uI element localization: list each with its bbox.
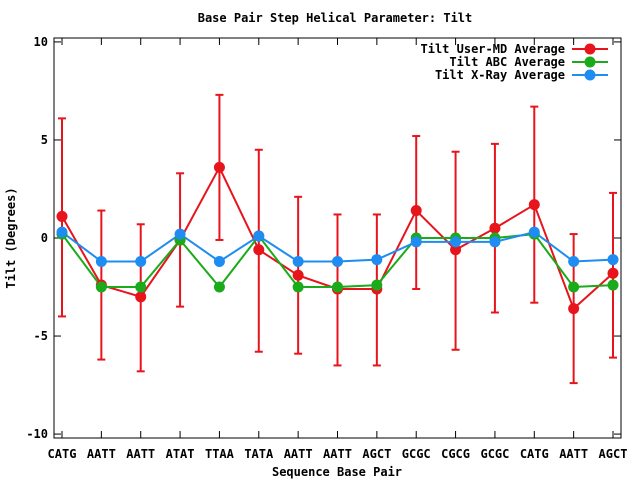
data-point [607, 254, 619, 266]
data-point [568, 303, 580, 315]
x-axis-label: Sequence Base Pair [272, 465, 402, 479]
chart-title: Base Pair Step Helical Parameter: Tilt [198, 11, 473, 25]
data-point [607, 279, 619, 291]
data-point [332, 281, 343, 293]
data-point [332, 256, 343, 268]
data-point [253, 230, 265, 242]
data-point [292, 269, 304, 281]
legend-swatch-marker [584, 56, 596, 68]
y-tick-label: 0 [41, 231, 48, 245]
legend-swatch-marker [584, 69, 596, 81]
data-point [450, 244, 462, 256]
data-point [489, 236, 501, 248]
x-tick-label: GCGC [480, 447, 509, 461]
x-tick-label: TATA [244, 447, 274, 461]
legend-label: Tilt ABC Average [449, 55, 565, 69]
data-point [292, 256, 304, 268]
x-tick-label: AATT [126, 447, 155, 461]
x-tick-label: ATAT [166, 447, 195, 461]
data-point [450, 236, 462, 248]
y-axis-label: Tilt (Degrees) [4, 187, 18, 288]
x-tick-label: CGCG [441, 447, 470, 461]
data-point [607, 267, 619, 279]
x-tick-label: AATT [87, 447, 116, 461]
x-tick-label: GCGC [402, 447, 431, 461]
y-tick-label: -10 [26, 427, 48, 441]
data-point [135, 256, 147, 268]
x-tick-label: AATT [323, 447, 352, 461]
data-point [292, 281, 304, 293]
data-point [174, 228, 186, 240]
data-point [568, 256, 580, 268]
x-tick-label: AGCT [599, 447, 628, 461]
data-point [213, 256, 225, 268]
data-point [568, 281, 580, 293]
data-point [56, 226, 68, 238]
y-tick-label: 5 [41, 133, 48, 147]
legend-label: Tilt X-Ray Average [435, 68, 565, 82]
data-point [528, 199, 540, 211]
data-point [410, 236, 422, 248]
x-tick-label: CATG [48, 447, 77, 461]
data-point [371, 279, 383, 291]
data-point [253, 244, 265, 256]
x-tick-label: AGCT [362, 447, 391, 461]
x-tick-label: AATT [284, 447, 313, 461]
legend-label: Tilt User-MD Average [421, 42, 566, 56]
data-point [135, 291, 147, 303]
y-tick-label: 10 [34, 35, 48, 49]
legend-swatch-marker [584, 43, 596, 55]
y-tick-label: -5 [34, 329, 48, 343]
data-point [56, 210, 68, 222]
data-point [489, 222, 501, 234]
data-point [95, 256, 107, 268]
x-tick-label: AATT [559, 447, 588, 461]
data-point [95, 281, 107, 293]
data-point [410, 205, 422, 217]
data-point [528, 226, 540, 238]
x-tick-label: TTAA [205, 447, 235, 461]
x-axis-ticks: CATG AATT AATT ATAT TTAA TATA AATT AATT AGCT GCGC… [48, 38, 628, 461]
data-point [371, 254, 383, 266]
data-point [135, 281, 147, 293]
y-axis-ticks: -10 -5 0 5 10 [26, 35, 621, 441]
data-point [213, 161, 225, 173]
x-tick-label: CATG [520, 447, 549, 461]
data-point [213, 281, 225, 293]
series-points [56, 161, 619, 315]
